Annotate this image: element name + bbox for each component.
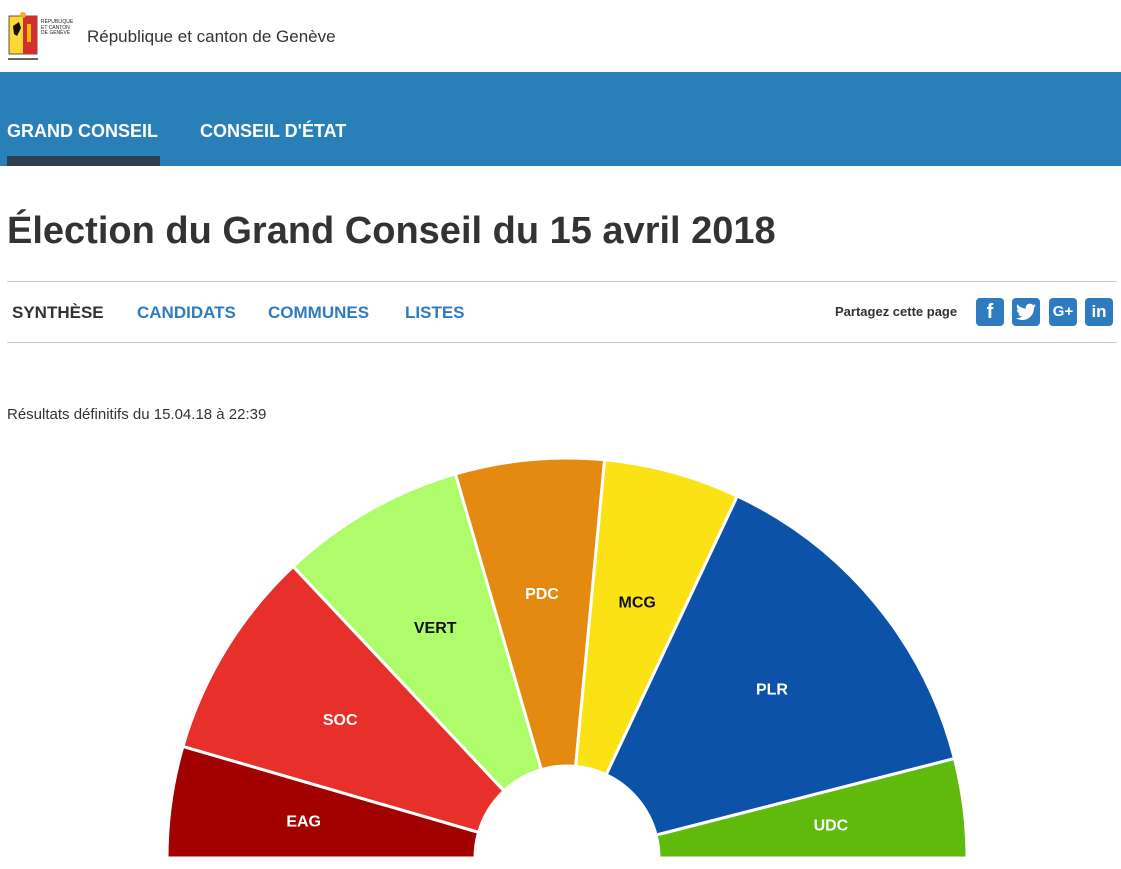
segment-label-vert: VERT bbox=[414, 620, 457, 637]
facebook-icon[interactable]: f bbox=[976, 298, 1004, 326]
logo-text: RÉPUBLIQUE ET CANTON DE GENÈVE bbox=[41, 19, 74, 36]
nav-item-grand-conseil[interactable]: GRAND CONSEIL bbox=[7, 121, 159, 141]
main-nav: GRAND CONSEIL CONSEIL D'ÉTAT bbox=[0, 72, 1121, 166]
segment-vert[interactable] bbox=[291, 472, 544, 794]
google-plus-icon[interactable]: G+ bbox=[1049, 298, 1077, 326]
tab-listes[interactable]: LISTES bbox=[405, 303, 465, 322]
tab-candidats[interactable]: CANDIDATS bbox=[137, 303, 236, 322]
geneva-coat-of-arms-icon[interactable] bbox=[6, 12, 40, 62]
nav-item-conseil-etat[interactable]: CONSEIL D'ÉTAT bbox=[200, 121, 347, 141]
segment-label-pdc: PDC bbox=[525, 586, 559, 603]
segment-label-plr: PLR bbox=[756, 681, 788, 698]
divider-bottom bbox=[7, 342, 1117, 343]
segment-udc[interactable] bbox=[654, 756, 969, 860]
twitter-icon[interactable] bbox=[1012, 298, 1040, 326]
seat-distribution-chart: EAG SOC VERT PDC MCG PLR UDC bbox=[165, 456, 969, 860]
linkedin-icon[interactable]: in bbox=[1085, 298, 1113, 326]
segment-pdc[interactable] bbox=[453, 456, 607, 772]
tab-communes[interactable]: COMMUNES bbox=[268, 303, 370, 322]
page-title: Élection du Grand Conseil du 15 avril 20… bbox=[7, 210, 776, 252]
segment-label-soc: SOC bbox=[323, 712, 358, 729]
top-header: RÉPUBLIQUE ET CANTON DE GENÈVE Républiqu… bbox=[0, 0, 1121, 72]
segment-label-udc: UDC bbox=[814, 818, 849, 835]
tab-synthese[interactable]: SYNTHÈSE bbox=[12, 303, 104, 322]
divider-top bbox=[7, 281, 1117, 282]
segment-soc[interactable] bbox=[181, 564, 507, 835]
site-title[interactable]: République et canton de Genève bbox=[87, 27, 336, 46]
segment-mcg[interactable] bbox=[574, 458, 740, 777]
segment-label-mcg: MCG bbox=[619, 594, 656, 611]
share-label: Partagez cette page bbox=[835, 304, 958, 319]
segment-label-eag: EAG bbox=[286, 814, 321, 831]
results-status: Résultats définitifs du 15.04.18 à 22:39 bbox=[7, 406, 267, 423]
segment-plr[interactable] bbox=[604, 494, 957, 837]
active-nav-indicator bbox=[7, 156, 160, 166]
